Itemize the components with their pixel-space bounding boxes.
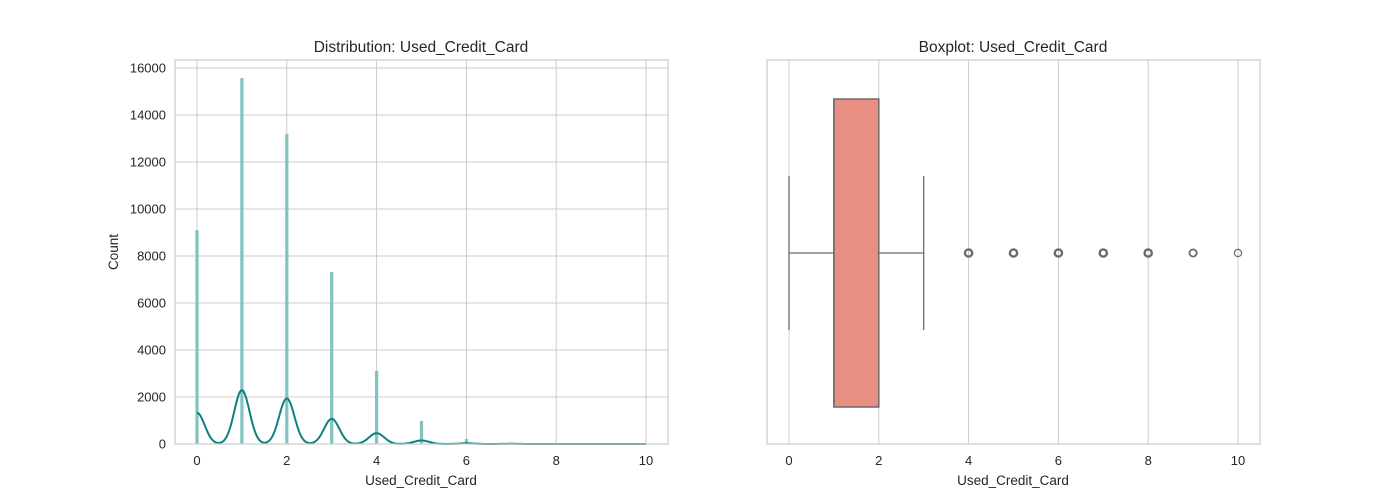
iqr-box	[833, 98, 880, 408]
outlier-point	[1143, 248, 1153, 258]
y-tick-label: 2000	[137, 390, 166, 405]
boxplot-axes-frame	[766, 59, 1261, 445]
x-tick-label: 2	[875, 453, 882, 468]
histogram-bar	[240, 78, 244, 444]
y-tick-label: 0	[159, 437, 166, 452]
y-tick-label: 10000	[130, 202, 166, 217]
x-tick-label: 4	[965, 453, 972, 468]
outlier-point	[1098, 248, 1109, 258]
boxplot-x-label: Used_Credit_Card	[957, 473, 1069, 488]
x-tick-label: 10	[639, 453, 653, 468]
y-tick-label: 16000	[130, 61, 166, 76]
histogram-x-label: Used_Credit_Card	[365, 473, 477, 488]
histogram-axes-frame	[174, 59, 669, 445]
boxplot-body	[788, 98, 925, 408]
histogram-gridlines	[175, 60, 668, 445]
boxplot-chart: Boxplot: Used_Credit_Card 0 2 4 6 8 10 Used_C…	[766, 39, 1261, 488]
outlier-point	[963, 248, 974, 258]
y-tick-label: 4000	[137, 343, 166, 358]
x-tick-label: 4	[373, 453, 380, 468]
boxplot-x-ticks: 0 2 4 6 8 10	[785, 453, 1245, 468]
boxplot-title: Boxplot: Used_Credit_Card	[919, 39, 1108, 56]
histogram-bar	[285, 134, 289, 444]
y-tick-label: 12000	[130, 155, 166, 170]
histogram-bar	[464, 439, 468, 444]
histogram-bar	[375, 370, 379, 444]
x-tick-label: 6	[1055, 453, 1062, 468]
y-tick-label: 14000	[130, 108, 166, 123]
histogram-x-ticks: 0 2 4 6 8 10	[193, 453, 653, 468]
outlier-point	[1053, 248, 1064, 258]
outlier-point	[1188, 248, 1198, 258]
histogram-y-ticks: 0 2000 4000 6000 8000 10000 12000 14000 16000	[130, 61, 166, 452]
x-tick-label: 6	[463, 453, 470, 468]
x-tick-label: 10	[1231, 453, 1245, 468]
x-tick-label: 8	[553, 453, 560, 468]
histogram-chart: Distribution: Used_Credit_Card 0 2 4 6 8 10 0…	[106, 39, 669, 488]
histogram-title: Distribution: Used_Credit_Card	[314, 39, 529, 56]
histogram-bars	[195, 78, 648, 444]
histogram-bar	[195, 230, 199, 444]
y-tick-label: 6000	[137, 296, 166, 311]
histogram-y-label: Count	[106, 234, 121, 270]
x-tick-label: 2	[283, 453, 290, 468]
x-tick-label: 0	[193, 453, 200, 468]
y-tick-label: 8000	[137, 249, 166, 264]
x-tick-label: 8	[1145, 453, 1152, 468]
boxplot-outliers	[963, 248, 1243, 258]
outlier-point	[1233, 248, 1243, 258]
x-tick-label: 0	[785, 453, 792, 468]
histogram-bar	[330, 271, 334, 444]
histogram-bar	[419, 420, 424, 444]
outlier-point	[1008, 248, 1019, 258]
